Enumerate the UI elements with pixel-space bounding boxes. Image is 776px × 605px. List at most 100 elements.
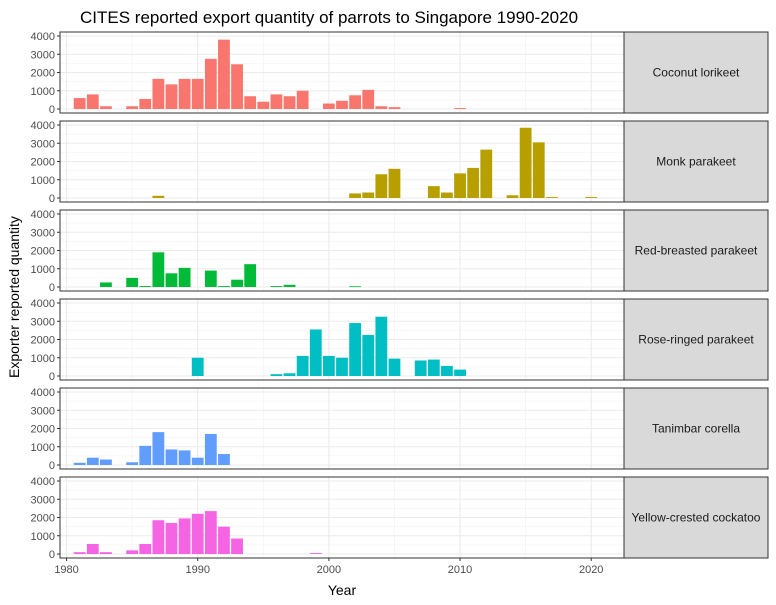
x-tick-label: 2020 <box>579 564 603 576</box>
bar <box>375 316 388 376</box>
y-tick-label: 4000 <box>31 31 55 43</box>
x-axis-title: Year <box>328 582 357 598</box>
bar <box>414 360 427 376</box>
bar <box>322 103 335 109</box>
bar <box>467 167 480 198</box>
bar <box>73 98 86 109</box>
bar <box>454 369 466 376</box>
y-tick-label: 3000 <box>31 49 55 61</box>
bar <box>165 449 178 465</box>
bar <box>362 334 375 376</box>
facet-panel: 0 1000 2000 3000 4000 Yellow-crested cockatoo <box>31 476 769 561</box>
y-tick-label: 2000 <box>31 157 55 169</box>
facet-strip <box>623 31 769 114</box>
facet-strip <box>623 387 769 470</box>
bar <box>375 174 388 198</box>
bar <box>270 286 283 287</box>
y-tick-label: 0 <box>49 371 55 383</box>
bar <box>152 195 165 198</box>
bar <box>336 100 348 109</box>
bar <box>178 518 191 554</box>
facet-panels: 0 1000 2000 3000 4000 Coconut lorikeet 0 1000 20… <box>31 31 769 561</box>
bar <box>362 89 375 109</box>
bar <box>349 193 362 198</box>
bar <box>349 95 362 109</box>
bar <box>218 39 230 109</box>
bar <box>270 374 283 376</box>
bar <box>375 106 388 109</box>
bar <box>73 462 86 465</box>
bar <box>204 270 217 287</box>
y-tick-label: 2000 <box>31 424 55 436</box>
bar <box>218 454 230 465</box>
bar <box>532 142 545 198</box>
facet-strip-label: Coconut lorikeet <box>653 66 740 80</box>
x-tick-label: 2000 <box>317 564 341 576</box>
y-axis-title: Exporter reported quantity <box>6 216 22 378</box>
y-tick-label: 3000 <box>31 138 55 150</box>
bar <box>139 98 152 109</box>
bar <box>454 173 466 198</box>
bar <box>126 462 139 465</box>
bar <box>73 552 86 554</box>
bar <box>480 149 493 198</box>
facet-strip-label: Tanimbar corella <box>652 422 740 436</box>
bar <box>100 106 112 109</box>
bar <box>86 94 99 109</box>
bar <box>441 192 453 198</box>
y-tick-label: 3000 <box>31 227 55 239</box>
bar <box>270 94 283 109</box>
facet-panel: 0 1000 2000 3000 4000 Rose-ringed parakeet <box>31 298 769 383</box>
bar <box>178 267 191 287</box>
bar <box>178 78 191 109</box>
facet-strip <box>623 476 769 559</box>
bar <box>454 108 466 109</box>
x-axis: 1980 1990 2000 2010 2020 <box>54 558 603 576</box>
y-tick-label: 2000 <box>31 246 55 258</box>
y-tick-label: 1000 <box>31 175 55 187</box>
bar <box>296 355 309 376</box>
y-tick-label: 2000 <box>31 513 55 525</box>
bar <box>231 64 243 109</box>
bar <box>100 282 112 287</box>
bar <box>506 195 519 198</box>
y-tick-label: 4000 <box>31 209 55 221</box>
y-tick-label: 0 <box>49 193 55 205</box>
bar <box>257 101 270 109</box>
bar <box>336 357 348 376</box>
bar <box>362 192 375 198</box>
bar <box>244 96 257 109</box>
y-tick-label: 2000 <box>31 68 55 80</box>
bar <box>139 286 152 287</box>
bar <box>126 277 139 287</box>
chart-title: CITES reported export quantity of parrot… <box>80 8 578 27</box>
bar <box>322 355 335 376</box>
y-tick-label: 1000 <box>31 264 55 276</box>
y-tick-label: 3000 <box>31 405 55 417</box>
x-tick-label: 1980 <box>54 564 78 576</box>
bar <box>86 543 99 554</box>
bar <box>191 457 204 465</box>
y-tick-label: 0 <box>49 104 55 116</box>
bar <box>139 445 152 465</box>
bar <box>152 252 165 287</box>
facet-panel: 0 1000 2000 3000 4000 Coconut lorikeet <box>31 31 769 116</box>
bar <box>388 358 401 376</box>
bar <box>427 359 440 376</box>
bar <box>204 58 217 109</box>
bar <box>519 127 532 198</box>
bar <box>191 78 204 109</box>
facet-strip-label: Rose-ringed parakeet <box>638 333 754 347</box>
bar <box>204 433 217 465</box>
bar <box>152 520 165 554</box>
bar <box>309 329 322 376</box>
bar <box>165 522 178 554</box>
y-tick-label: 0 <box>49 549 55 561</box>
y-tick-label: 4000 <box>31 387 55 399</box>
facet-strip <box>623 298 769 381</box>
facet-strip <box>623 209 769 292</box>
bar <box>296 90 309 109</box>
x-tick-label: 1990 <box>185 564 209 576</box>
bar <box>585 197 598 198</box>
